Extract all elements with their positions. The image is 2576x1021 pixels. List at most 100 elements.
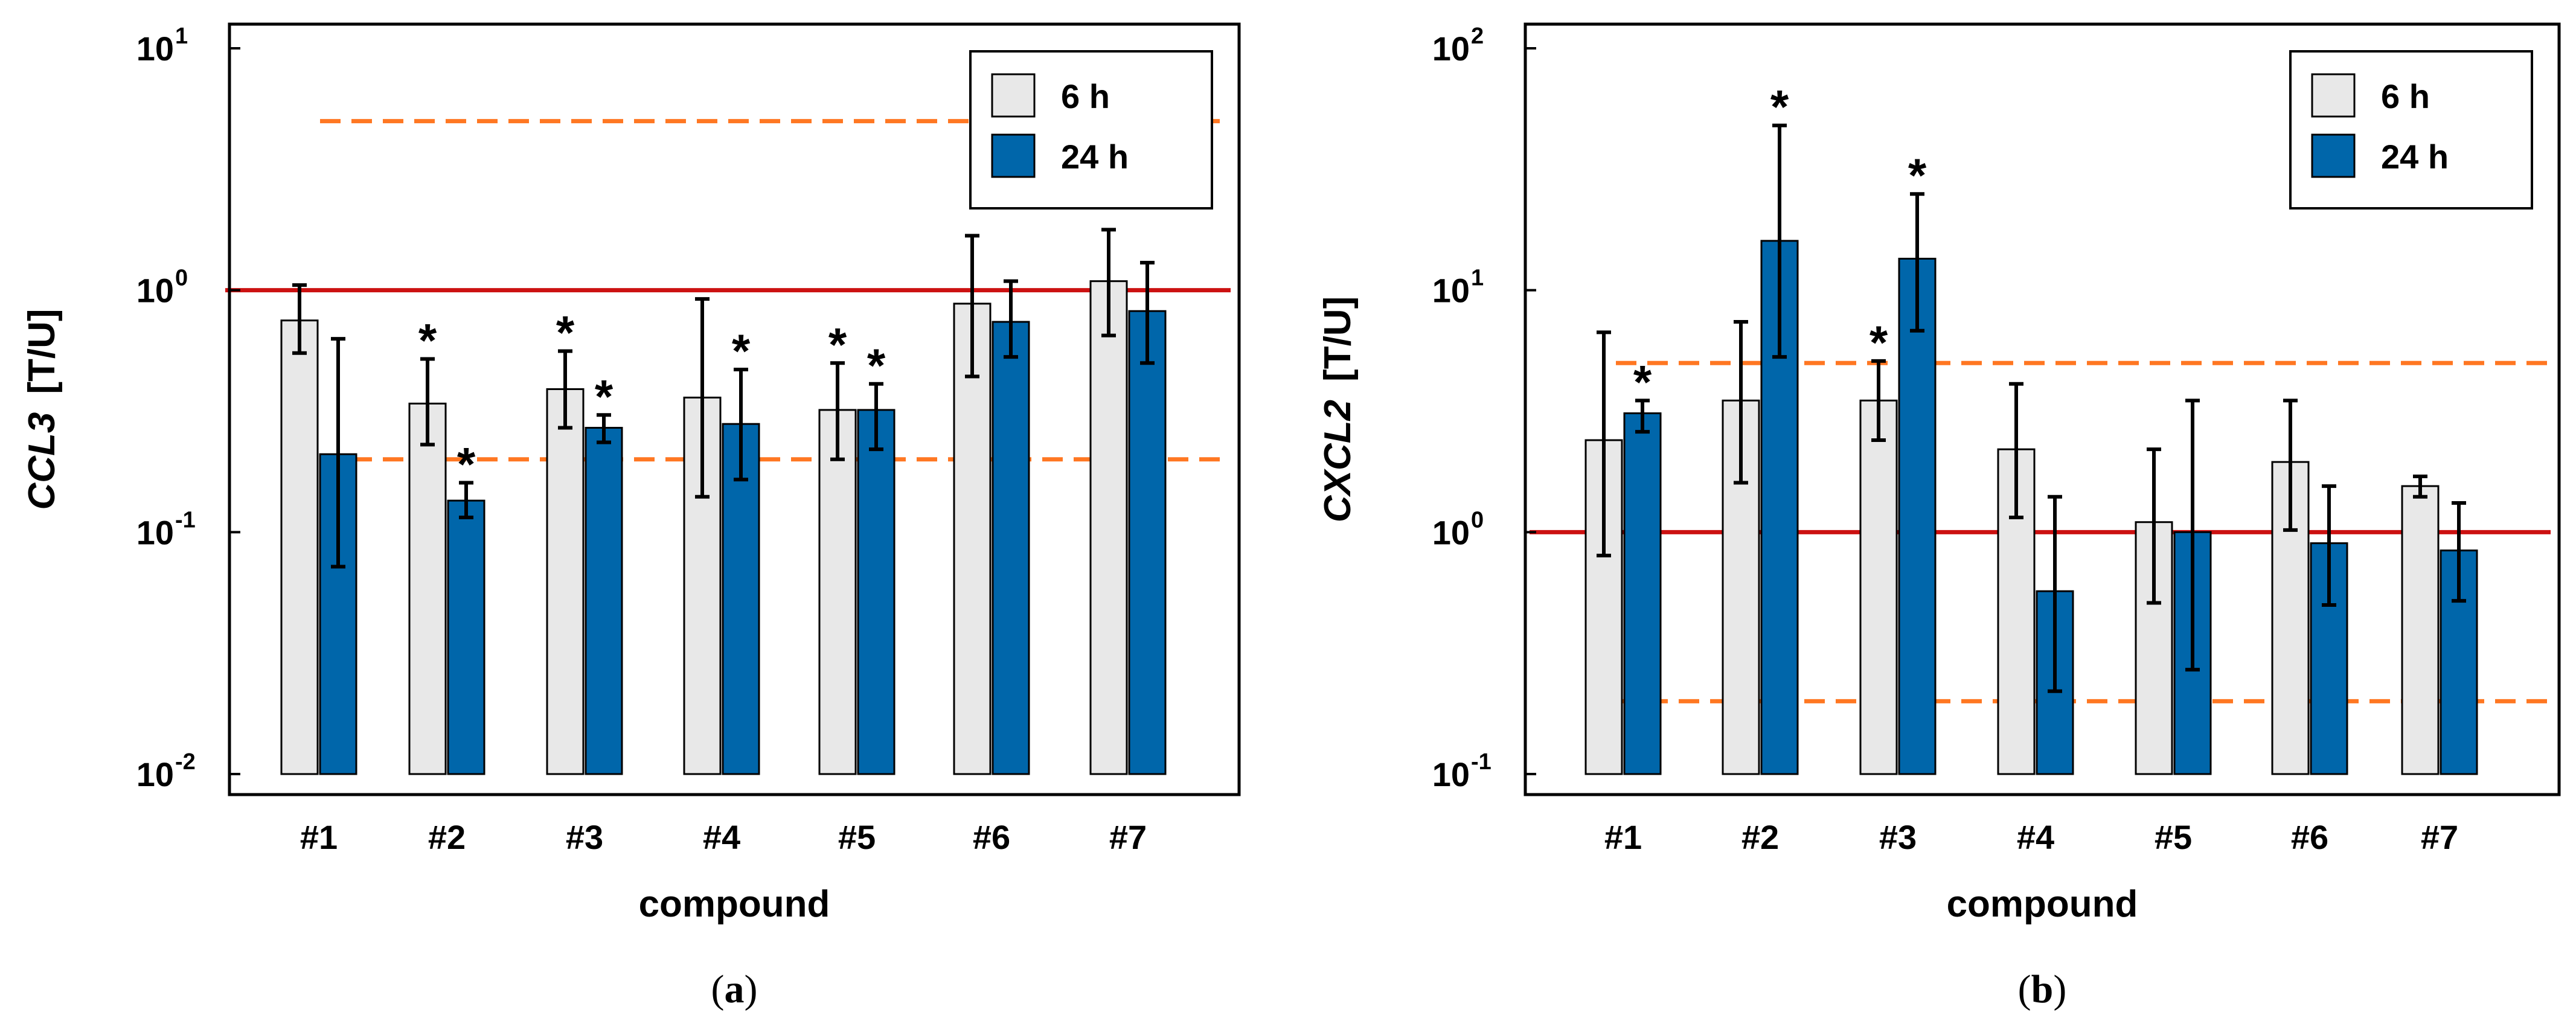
error-bar-24h-3 <box>1910 192 1924 333</box>
x-tick-label: #6 <box>973 818 1010 856</box>
significance-star: * <box>1770 80 1789 133</box>
error-bar-6h-2 <box>1734 320 1748 485</box>
error-bar-6h-4 <box>2009 382 2023 520</box>
y-tick-base: 10 <box>1432 755 1470 793</box>
y-axis-unit: [T/U] <box>1317 296 1359 382</box>
error-bar-24h-1 <box>331 337 345 569</box>
error-bar-6h-5 <box>2147 447 2161 605</box>
legend-swatch-6h <box>2311 73 2356 118</box>
legend: 6 h 24 h <box>2289 50 2533 210</box>
y-axis-title: CXCL2 [T/U] <box>1317 296 1359 522</box>
bar-24h-7 <box>1128 310 1167 775</box>
significance-star: * <box>867 339 886 392</box>
error-bar-6h-3 <box>1871 359 1886 442</box>
plot-frame <box>1523 22 2561 796</box>
error-bar-24h-5 <box>869 382 883 452</box>
y-tick-base: 10 <box>1432 513 1470 551</box>
y-tick-label: 10 1 <box>1432 266 1484 310</box>
x-tick-label: #5 <box>838 818 876 856</box>
legend-label-6h: 6 h <box>1061 77 1110 115</box>
y-tick-base: 10 <box>136 755 174 793</box>
significance-star: * <box>457 438 476 491</box>
error-bar-6h-2 <box>420 357 435 447</box>
y-axis-title: CCL3 [T/U] <box>21 309 63 510</box>
bar-24h-6 <box>992 321 1030 775</box>
y-tick-exponent: -2 <box>175 749 196 775</box>
significance-star: * <box>1633 355 1652 408</box>
x-tick-label: #4 <box>703 818 740 856</box>
error-bar-24h-1 <box>1635 398 1650 434</box>
bar-6h-7 <box>1089 280 1128 775</box>
y-tick-exponent: 0 <box>175 266 188 291</box>
significance-star: * <box>828 318 847 371</box>
y-tick-exponent: 2 <box>1471 24 1484 49</box>
bar-24h-3 <box>585 427 623 775</box>
bar-6h-3 <box>1859 399 1898 775</box>
x-axis-title: compound <box>1947 883 2138 925</box>
y-tick-exponent: 0 <box>1471 507 1484 533</box>
bar-6h-3 <box>546 388 585 775</box>
y-tick-label: 10 -2 <box>136 749 196 793</box>
x-tick-label: #2 <box>1741 818 1779 856</box>
error-bar-24h-7 <box>1140 261 1155 365</box>
error-bar-6h-7 <box>2413 475 2427 499</box>
y-tick-base: 10 <box>1432 272 1470 310</box>
y-tick-exponent: -1 <box>175 507 196 533</box>
significance-star: * <box>556 306 575 359</box>
y-tick-exponent: 1 <box>1471 266 1484 291</box>
panel-label-open: ( <box>711 967 725 1011</box>
x-tick-label: #3 <box>1879 818 1917 856</box>
significance-star: * <box>595 370 614 423</box>
x-tick-label: #1 <box>1604 818 1642 856</box>
bar-24h-2 <box>447 499 485 775</box>
x-tick-label: #1 <box>300 818 338 856</box>
panel-label-letter: b <box>2031 967 2054 1011</box>
y-tick-label: 10 -1 <box>136 507 196 551</box>
y-tick-base: 10 <box>1432 30 1470 68</box>
y-tick-label: 10 2 <box>1432 24 1484 68</box>
legend-label-24h: 24 h <box>2381 138 2449 176</box>
panel-label-letter: a <box>725 967 745 1011</box>
legend: 6 h 24 h <box>969 50 1213 210</box>
panel-label: (b) <box>2018 967 2067 1011</box>
x-tick-label: #7 <box>1109 818 1147 856</box>
error-bar-6h-4 <box>695 297 710 499</box>
error-bar-24h-6 <box>2322 484 2336 607</box>
significance-star: * <box>1908 149 1927 202</box>
x-tick-label: #5 <box>2155 818 2192 856</box>
significance-star: * <box>732 324 751 377</box>
panel-label-close: ) <box>745 967 758 1011</box>
bar-6h-1 <box>280 319 319 775</box>
bar-6h-7 <box>2401 485 2440 775</box>
x-tick-label: #7 <box>2421 818 2458 856</box>
plot-frame <box>228 22 1241 796</box>
bar-24h-5 <box>857 409 896 775</box>
significance-star: * <box>418 313 437 366</box>
y-tick-exponent: 1 <box>175 24 188 49</box>
y-tick-label: 10 1 <box>136 24 188 68</box>
bar-6h-6 <box>953 302 992 775</box>
error-bar-6h-7 <box>1101 228 1116 338</box>
error-bar-6h-1 <box>292 283 307 355</box>
bar-6h-2 <box>408 402 447 775</box>
legend-swatch-6h <box>991 73 1036 118</box>
error-bar-6h-3 <box>558 349 572 430</box>
error-bar-6h-5 <box>830 361 845 461</box>
bar-24h-1 <box>1623 412 1662 775</box>
legend-swatch-24h <box>2311 133 2356 178</box>
x-axis-title: compound <box>639 883 830 925</box>
y-tick-label: 10 -1 <box>1432 749 1491 793</box>
y-axis-unit: [T/U] <box>21 309 63 394</box>
error-bar-6h-6 <box>2283 398 2298 532</box>
y-axis-gene: CXCL2 <box>1317 400 1359 522</box>
panel-label-close: ) <box>2053 967 2066 1011</box>
error-bar-24h-2 <box>459 481 473 520</box>
y-tick-label: 10 0 <box>136 266 188 310</box>
error-bar-24h-6 <box>1004 279 1018 359</box>
x-tick-label: #2 <box>428 818 466 856</box>
significance-star: * <box>1870 316 1888 369</box>
bar-6h-5 <box>818 409 857 775</box>
y-tick-base: 10 <box>136 30 174 68</box>
